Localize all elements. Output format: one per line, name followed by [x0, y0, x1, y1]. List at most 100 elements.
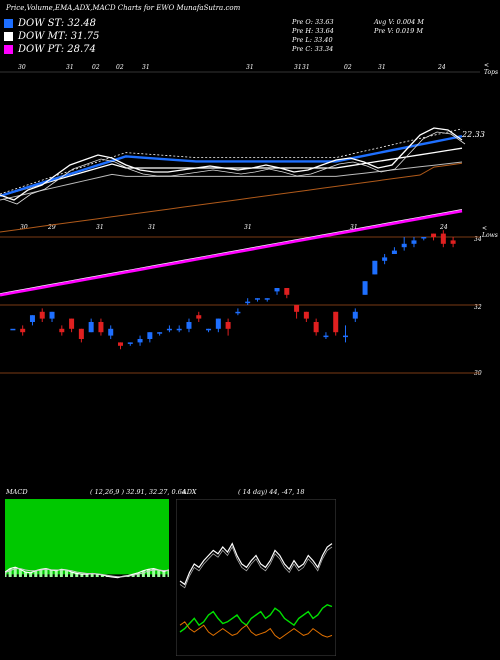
macd-hist-5 — [29, 572, 33, 577]
price-chart — [0, 71, 480, 374]
candle-body-14 — [147, 332, 153, 339]
price-tick-34: 34 — [474, 236, 482, 243]
adx-background — [176, 499, 336, 656]
top-date-9: 31 — [378, 64, 386, 71]
candle-body-30 — [303, 311, 309, 319]
macd-hist-14 — [75, 573, 79, 577]
dow-pt-line — [0, 209, 463, 297]
low-date-1: 29 — [48, 224, 56, 231]
legend-swatch-pt — [4, 45, 13, 54]
top-date-6: 31 — [294, 64, 302, 71]
candle-body-33 — [333, 311, 339, 333]
macd-hist-26 — [136, 572, 140, 577]
ema-white-line — [0, 147, 463, 197]
candle-body-44 — [440, 233, 446, 244]
macd-params: ( 12,26,9 ) 32.91, 32.27, 0.64 — [90, 488, 187, 496]
macd-line — [5, 566, 169, 579]
adx-minus-di-line — [179, 621, 333, 640]
dow-pt-line-highlight — [0, 209, 463, 294]
chart-title: Price,Volume,EMA,ADX,MACD Charts for EWO… — [6, 4, 241, 12]
price-close-line-alt — [2, 131, 466, 205]
macd-hist-18 — [95, 574, 99, 577]
candle-body-18 — [186, 322, 192, 329]
candle-body-22 — [225, 322, 231, 329]
low-date-6: 24 — [440, 224, 448, 231]
macd-hist-15 — [80, 574, 84, 577]
low-date-3: 31 — [148, 224, 156, 231]
candle-body-32 — [323, 335, 329, 338]
macd-hist-13 — [70, 572, 74, 577]
macd-hist-7 — [39, 569, 43, 577]
candle-body-21 — [215, 318, 221, 329]
macd-hist-12 — [65, 570, 68, 577]
top-date-8: 02 — [344, 64, 352, 71]
top-date-7: 31 — [302, 64, 310, 71]
candle-body-35 — [352, 311, 358, 319]
candle-body-20 — [206, 328, 212, 331]
candle-body-8 — [88, 322, 94, 333]
macd-hist-32 — [167, 570, 169, 577]
stat-avg-volume: Avg V: 0.004 M — [374, 18, 424, 26]
candle-body-28 — [284, 288, 290, 295]
legend-label-mt: DOW MT: 31.75 — [18, 31, 100, 42]
top-date-0: 30 — [18, 64, 26, 71]
tops-label: < Tops — [484, 62, 499, 76]
legend-label-st: DOW ST: 32.48 — [18, 18, 97, 29]
macd-hist-17 — [90, 573, 94, 577]
macd-hist-19 — [100, 574, 104, 577]
macd-hist-8 — [44, 568, 48, 577]
price-tick-32: 32 — [474, 304, 482, 311]
low-date-4: 31 — [244, 224, 252, 231]
candle-body-13 — [137, 339, 143, 343]
ema-brown-line — [0, 162, 463, 233]
adx-line-shadow — [179, 546, 333, 589]
legend-dow-mt: DOW MT: 31.75 — [4, 31, 99, 42]
macd-hist-1 — [8, 568, 12, 577]
candle-body-12 — [127, 342, 133, 344]
adx-plus-di-line — [179, 604, 333, 633]
low-date-2: 31 — [96, 224, 104, 231]
top-date-1: 31 — [66, 64, 74, 71]
candle-body-16 — [166, 328, 172, 331]
candle-body-37 — [372, 260, 378, 275]
candle-body-36 — [362, 281, 368, 295]
candle-body-34 — [343, 335, 348, 338]
candle-body-31 — [313, 322, 319, 333]
ema-blue-line — [0, 135, 463, 198]
legend-dow-pt: DOW PT: 28.74 — [4, 44, 96, 55]
macd-hist-27 — [141, 570, 145, 577]
candle-body-29 — [294, 305, 300, 312]
ema-last-value: 22.33 — [462, 130, 485, 139]
macd-hist-28 — [147, 569, 150, 577]
macd-hist-6 — [34, 570, 38, 577]
macd-panel — [5, 499, 169, 656]
macd-hist-9 — [49, 570, 53, 577]
macd-hist-11 — [59, 569, 63, 577]
candle-body-7 — [78, 328, 84, 339]
candle-body-45 — [450, 240, 456, 244]
stat-pre-high: Pre H: 33.64 — [292, 27, 334, 35]
candle-body-2 — [29, 315, 35, 322]
candle-body-1 — [20, 328, 26, 333]
candle-body-39 — [391, 250, 397, 254]
legend-swatch-mt — [4, 32, 13, 41]
candle-body-0 — [10, 328, 16, 331]
macd-hist-0 — [5, 572, 7, 577]
candle-body-17 — [176, 328, 182, 331]
candle-body-5 — [59, 328, 65, 333]
candle-body-43 — [431, 233, 437, 237]
candle-body-26 — [264, 298, 270, 300]
candle-body-24 — [245, 301, 251, 304]
adx-panel — [176, 499, 336, 656]
lows-label: < Lows — [482, 225, 498, 239]
macd-hist-30 — [157, 570, 161, 577]
price-close-line — [0, 127, 463, 201]
stat-pre-volume: Pre V: 0.019 M — [374, 27, 424, 35]
low-date-0: 30 — [20, 224, 28, 231]
macd-hist-29 — [152, 568, 156, 577]
candle-body-9 — [98, 322, 104, 333]
low-date-5: 31 — [350, 224, 358, 231]
candle-body-25 — [254, 298, 260, 300]
macd-hist-2 — [13, 567, 17, 577]
macd-hist-10 — [54, 570, 58, 577]
